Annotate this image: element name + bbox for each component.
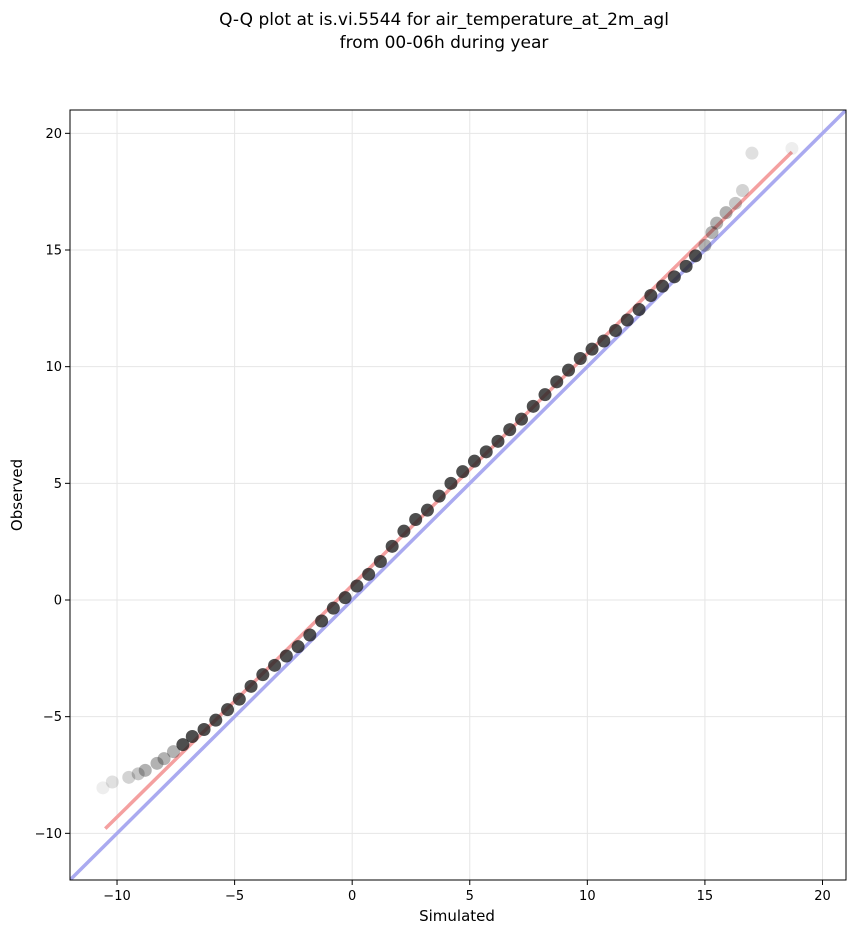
x-tick-label: −10 <box>103 889 130 904</box>
x-tick-label: 5 <box>466 889 474 904</box>
y-tick-label: 15 <box>45 244 62 259</box>
x-tick-label: 15 <box>697 889 714 904</box>
quantile-point <box>456 465 470 479</box>
quantile-point <box>736 184 750 197</box>
quantile-point <box>620 313 634 327</box>
quantile-point <box>197 723 211 736</box>
y-tick-label: 0 <box>54 594 62 609</box>
quantile-point <box>303 628 317 642</box>
quantile-point <box>573 352 587 365</box>
quantile-point <box>373 555 387 568</box>
quantile-point <box>122 770 136 784</box>
identity-line <box>70 110 846 880</box>
quantile-point <box>157 752 171 766</box>
quantile-point <box>279 649 293 663</box>
quantile-point <box>679 259 693 273</box>
quantile-point <box>491 434 505 448</box>
chart-title-line1: Q-Q plot at is.vi.5544 for air_temperatu… <box>219 10 669 30</box>
quantile-point <box>221 703 235 717</box>
y-tick-label: 5 <box>54 477 62 492</box>
quantile-point <box>644 289 658 302</box>
quantile-point <box>350 579 364 593</box>
quantile-point <box>526 399 540 413</box>
quantile-point <box>326 601 340 615</box>
x-tick-label: −5 <box>225 889 244 904</box>
quantile-point <box>444 476 458 490</box>
quantile-point <box>105 775 119 789</box>
quantile-point <box>705 226 719 239</box>
y-tick-label: 20 <box>45 127 62 142</box>
quantile-point <box>550 375 564 389</box>
quantile-point <box>656 279 670 293</box>
x-tick-label: 10 <box>579 889 596 904</box>
y-axis-ticks: −10 −5 0 5 10 15 20 <box>35 127 70 842</box>
quantile-point <box>385 539 399 553</box>
quantile-point <box>96 781 110 795</box>
quantile-point <box>397 524 411 538</box>
quantile-point <box>131 767 145 781</box>
x-tick-label: 20 <box>814 889 831 904</box>
quantile-point <box>667 270 681 284</box>
plot-frame <box>69 109 847 881</box>
quantile-point <box>150 756 164 770</box>
quantile-points <box>96 142 799 795</box>
quantile-point <box>420 503 434 517</box>
y-tick-label: 10 <box>45 360 62 375</box>
quantile-point <box>479 445 493 459</box>
chart-title-line2: from 00-06h during year <box>340 33 549 53</box>
y-tick-label: −10 <box>35 827 62 842</box>
quantile-point <box>562 363 576 377</box>
quantile-point <box>209 713 223 727</box>
identity-line-layer <box>70 110 846 880</box>
quantile-point <box>785 142 799 155</box>
quantile-point <box>176 738 190 752</box>
quantile-point <box>609 324 623 337</box>
quantile-point <box>232 692 246 706</box>
y-tick-label: −5 <box>43 710 62 725</box>
quantile-point <box>338 591 352 605</box>
quantile-point <box>432 489 446 503</box>
quantile-point <box>244 679 258 693</box>
quantile-point <box>256 668 270 682</box>
x-tick-label: 0 <box>348 889 356 904</box>
quantile-point <box>514 412 528 426</box>
quantile-point <box>632 303 646 316</box>
quantile-point <box>745 146 759 160</box>
quantile-point <box>719 206 733 220</box>
quantile-point <box>409 513 423 526</box>
quantile-point <box>315 614 329 628</box>
y-axis-label: Observed <box>8 459 26 531</box>
quantile-point <box>728 196 742 210</box>
quantile-point <box>585 342 599 356</box>
quantile-point <box>698 238 712 252</box>
quantile-point <box>291 640 305 654</box>
quantile-point <box>597 334 611 348</box>
quantile-point <box>538 388 552 402</box>
x-axis-ticks: −10 −5 0 5 10 15 20 <box>103 880 831 904</box>
quantile-point <box>138 763 152 777</box>
quantile-point <box>710 216 724 230</box>
quantile-point <box>268 658 282 672</box>
quantile-point <box>689 249 703 263</box>
quantile-point <box>503 423 517 437</box>
quantile-point <box>467 454 481 468</box>
quantile-point <box>362 567 376 581</box>
quantile-point <box>185 730 199 743</box>
quantile-point <box>166 745 180 759</box>
x-axis-label: Simulated <box>419 907 495 925</box>
